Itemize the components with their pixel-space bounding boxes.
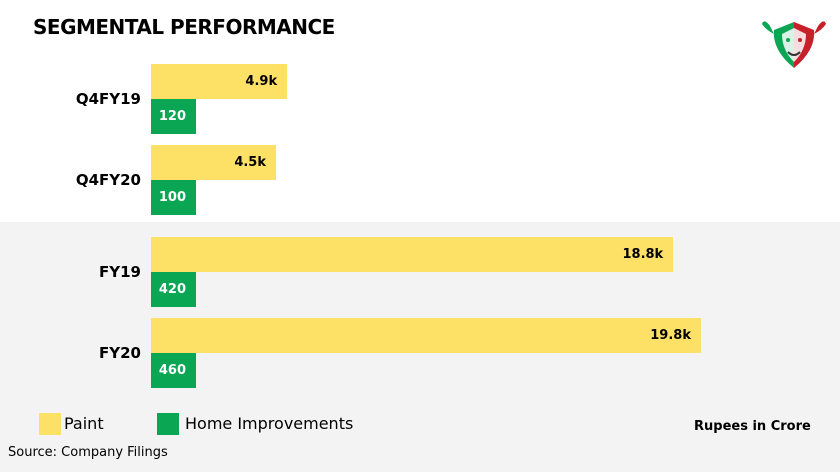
bar-home-improvements-q4fy19 [151, 99, 196, 134]
bar-home-improvements-fy20 [151, 353, 196, 388]
legend-label-home-improvements: Home Improvements [185, 414, 354, 433]
source-note: Source: Company Filings [8, 445, 168, 460]
category-label-q4fy20: Q4FY20 [75, 171, 141, 189]
legend-swatch-paint [39, 413, 61, 435]
data-label-paint-fy20: 19.8k [650, 328, 691, 343]
bar-home-improvements-q4fy20 [151, 180, 196, 215]
legend-swatch-home-improvements [157, 413, 179, 435]
data-label-home-improvements-fy19: 420 [158, 282, 186, 297]
units-note: Rupees in Crore [694, 419, 811, 434]
data-label-home-improvements-fy20: 460 [158, 363, 186, 378]
legend-label-paint: Paint [64, 414, 104, 433]
data-label-home-improvements-q4fy20: 100 [158, 190, 186, 205]
data-label-home-improvements-q4fy19: 120 [158, 109, 186, 124]
category-label-q4fy19: Q4FY19 [75, 90, 141, 108]
bar-paint-q4fy19 [151, 64, 288, 99]
data-label-paint-q4fy19: 4.9k [245, 74, 278, 89]
bar-paint-q4fy20 [151, 145, 276, 180]
data-label-paint-fy19: 18.8k [622, 247, 664, 262]
bull-bear-logo-icon [762, 21, 826, 68]
bar-paint-fy19 [151, 237, 674, 272]
data-label-paint-q4fy20: 4.5k [234, 155, 266, 170]
category-label-fy19: FY19 [99, 263, 141, 281]
category-label-fy20: FY20 [99, 344, 141, 362]
bar-paint-fy20 [151, 318, 701, 353]
bar-home-improvements-fy19 [151, 272, 196, 307]
page-title: SEGMENTAL PERFORMANCE [33, 15, 335, 39]
